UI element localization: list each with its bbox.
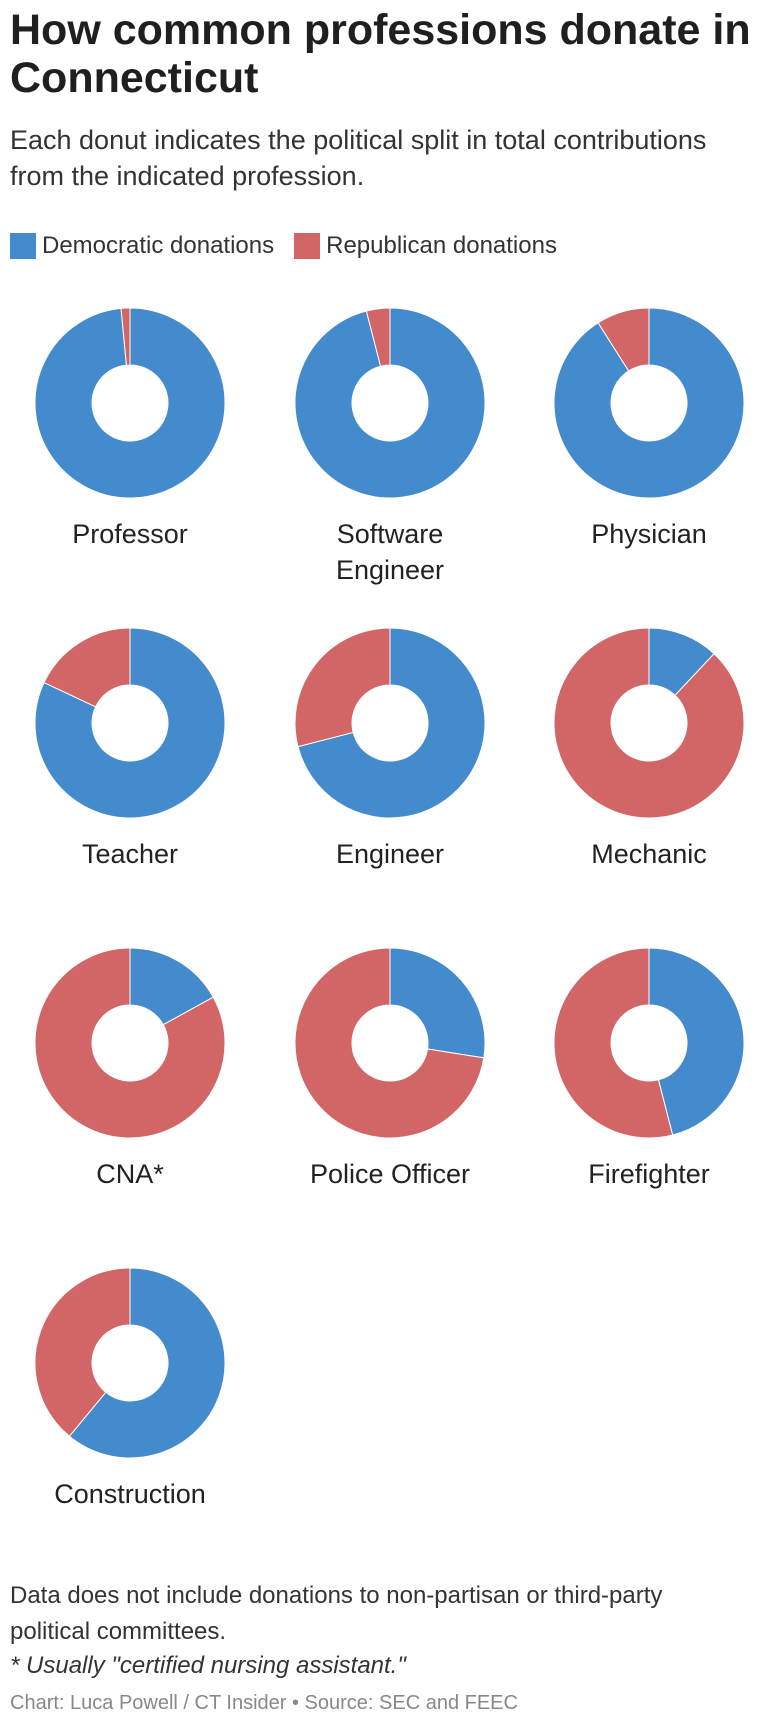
legend-label: Democratic donations [42,232,275,259]
donut-slice [43,627,131,708]
donut-label: CNA* [96,1159,164,1189]
donut-slice [389,947,486,1059]
legend-swatch [294,233,321,259]
donut-label: Construction [54,1479,206,1509]
donut-slice [294,947,485,1139]
donut-slice [648,947,745,1136]
donut-slice [34,307,226,499]
donut-slice [294,307,486,499]
donut-label: Engineer [335,839,445,869]
donut-slice [597,307,650,372]
donut-slice [294,627,391,748]
donut-slice [297,627,486,819]
legend-item: Republican donations [294,232,557,260]
note: Data does not include donations to non-p… [10,1582,663,1645]
donut-label: Firefighter [588,1159,710,1189]
donut-slice [34,947,226,1139]
chart-subtitle: Each donut indicates the political split… [10,125,707,191]
credit: Chart: Luca Powell / CT Insider • Source… [10,1692,518,1714]
donut-label: Software Engineer [335,519,445,585]
donut-label: Mechanic [591,839,707,869]
donut-label: Professor [72,519,188,549]
donut-slice [365,307,391,367]
donut-slice [553,307,745,499]
donut-slice [129,947,214,1026]
donut-label: Teacher [81,839,179,869]
donut-slice [34,1267,131,1437]
legend-swatch [10,233,36,259]
donut-slice [120,307,131,366]
donut-label: Police Officer [309,1159,471,1189]
donut-label: Physician [591,519,707,549]
legend: Democratic donations Republican donations [10,232,577,260]
footnote: * Usually "certified nursing assistant." [10,1652,406,1679]
donut-slice [553,627,745,819]
donut-slice [553,947,674,1139]
donut-slice [34,627,226,819]
legend-item: Democratic donations [10,232,274,260]
donut-slice [68,1267,226,1459]
chart-title: How common professions donate in Connect… [10,6,751,102]
legend-label: Republican donations [326,232,557,259]
